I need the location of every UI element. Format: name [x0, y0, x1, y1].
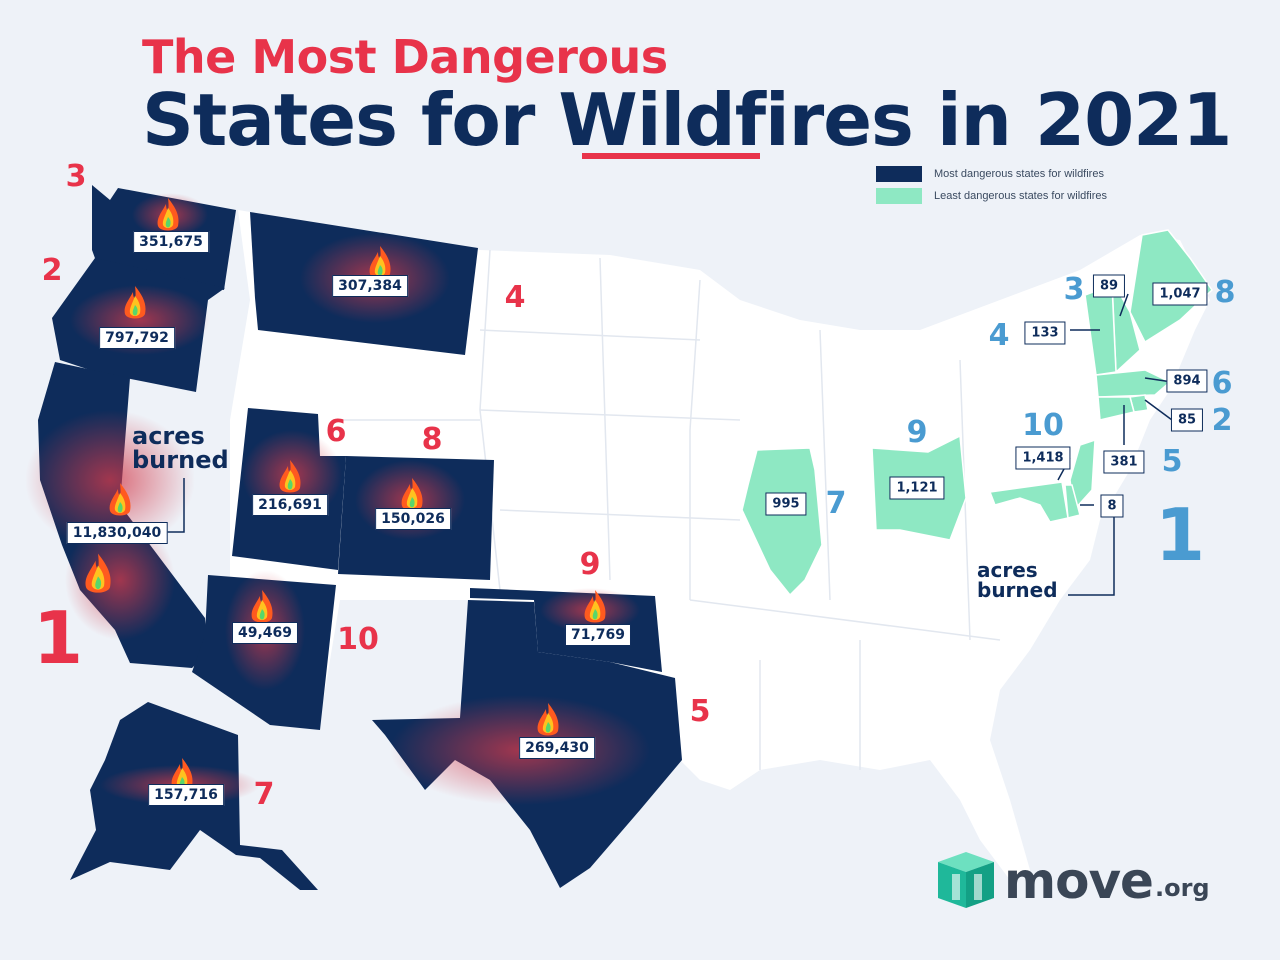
- legend-label-most: Most dangerous states for wildfires: [934, 168, 1104, 180]
- rank-ohio: 9: [906, 415, 928, 450]
- rank-new-jersey: 5: [1161, 444, 1183, 479]
- rank-california: 1: [32, 596, 84, 680]
- value-label-ohio: 1,121: [889, 476, 945, 500]
- value-label-rhode-island: 85: [1170, 408, 1204, 432]
- value-label-maryland: 1,418: [1015, 446, 1071, 470]
- move-org-logo: move .org: [938, 852, 1210, 910]
- value-label-oklahoma: 71,769: [564, 624, 632, 646]
- value-label-vermont: 133: [1024, 321, 1066, 345]
- state-massachusetts: [1095, 369, 1172, 398]
- title-line-2: States for Wildfires in 2021: [142, 78, 1232, 162]
- state-new-jersey: [1069, 438, 1096, 512]
- state-connecticut: [1097, 396, 1135, 421]
- value-label-delaware: 8: [1100, 494, 1124, 518]
- acres-burned-label-west: acres burned: [132, 422, 229, 474]
- rank-illinois: 7: [825, 486, 847, 521]
- legend-most: Most dangerous states for wildfires: [876, 166, 1104, 182]
- rank-utah: 6: [325, 414, 347, 449]
- acres-burned-label-east: acres burned: [977, 558, 1058, 602]
- state-maryland: [988, 481, 1069, 523]
- value-label-colorado: 150,026: [375, 508, 451, 530]
- rank-maine: 8: [1214, 275, 1236, 310]
- legend-swatch-least: [876, 188, 922, 204]
- rank-texas: 5: [689, 694, 711, 729]
- value-label-alaska: 157,716: [148, 784, 224, 806]
- rank-washington: 3: [65, 159, 87, 194]
- title-underline: [582, 153, 760, 159]
- rank-vermont: 4: [988, 318, 1010, 353]
- value-label-illinois: 995: [765, 492, 807, 516]
- rank-alaska: 7: [253, 777, 275, 812]
- value-label-montana: 307,384: [332, 275, 408, 297]
- value-label-new-jersey: 381: [1103, 450, 1145, 474]
- value-label-washington: 351,675: [133, 231, 209, 253]
- other-states: [230, 210, 1210, 880]
- rank-rhode-island: 2: [1211, 403, 1233, 438]
- rank-massachusetts: 6: [1211, 366, 1233, 401]
- state-delaware: [1064, 484, 1081, 519]
- logo-name: move: [1004, 852, 1154, 910]
- rank-delaware: 1: [1154, 493, 1206, 577]
- rank-new-hampshire: 3: [1063, 272, 1085, 307]
- value-label-utah: 216,691: [252, 494, 328, 516]
- logo-suffix: .org: [1154, 874, 1210, 902]
- value-label-massachusetts: 894: [1166, 369, 1208, 393]
- value-label-california: 11,830,040: [66, 522, 168, 544]
- state-illinois: [741, 447, 823, 597]
- rank-montana: 4: [504, 280, 526, 315]
- value-label-oregon: 797,792: [99, 327, 175, 349]
- rank-oregon: 2: [41, 253, 63, 288]
- logo-spacer: [938, 853, 994, 909]
- value-label-arizona: 49,469: [231, 622, 299, 644]
- legend-least: Least dangerous states for wildfires: [876, 188, 1107, 204]
- value-label-new-hampshire: 89: [1092, 274, 1126, 298]
- value-label-texas: 269,430: [519, 737, 595, 759]
- rank-colorado: 8: [421, 422, 443, 457]
- value-label-maine: 1,047: [1152, 282, 1208, 306]
- rank-arizona: 10: [337, 622, 379, 657]
- rank-maryland: 10: [1022, 408, 1064, 443]
- move-logo-icon: [938, 852, 994, 908]
- title-line-1: The Most Dangerous: [142, 30, 668, 84]
- legend-swatch-most: [876, 166, 922, 182]
- legend-label-least: Least dangerous states for wildfires: [934, 190, 1108, 202]
- rank-oklahoma: 9: [579, 547, 601, 582]
